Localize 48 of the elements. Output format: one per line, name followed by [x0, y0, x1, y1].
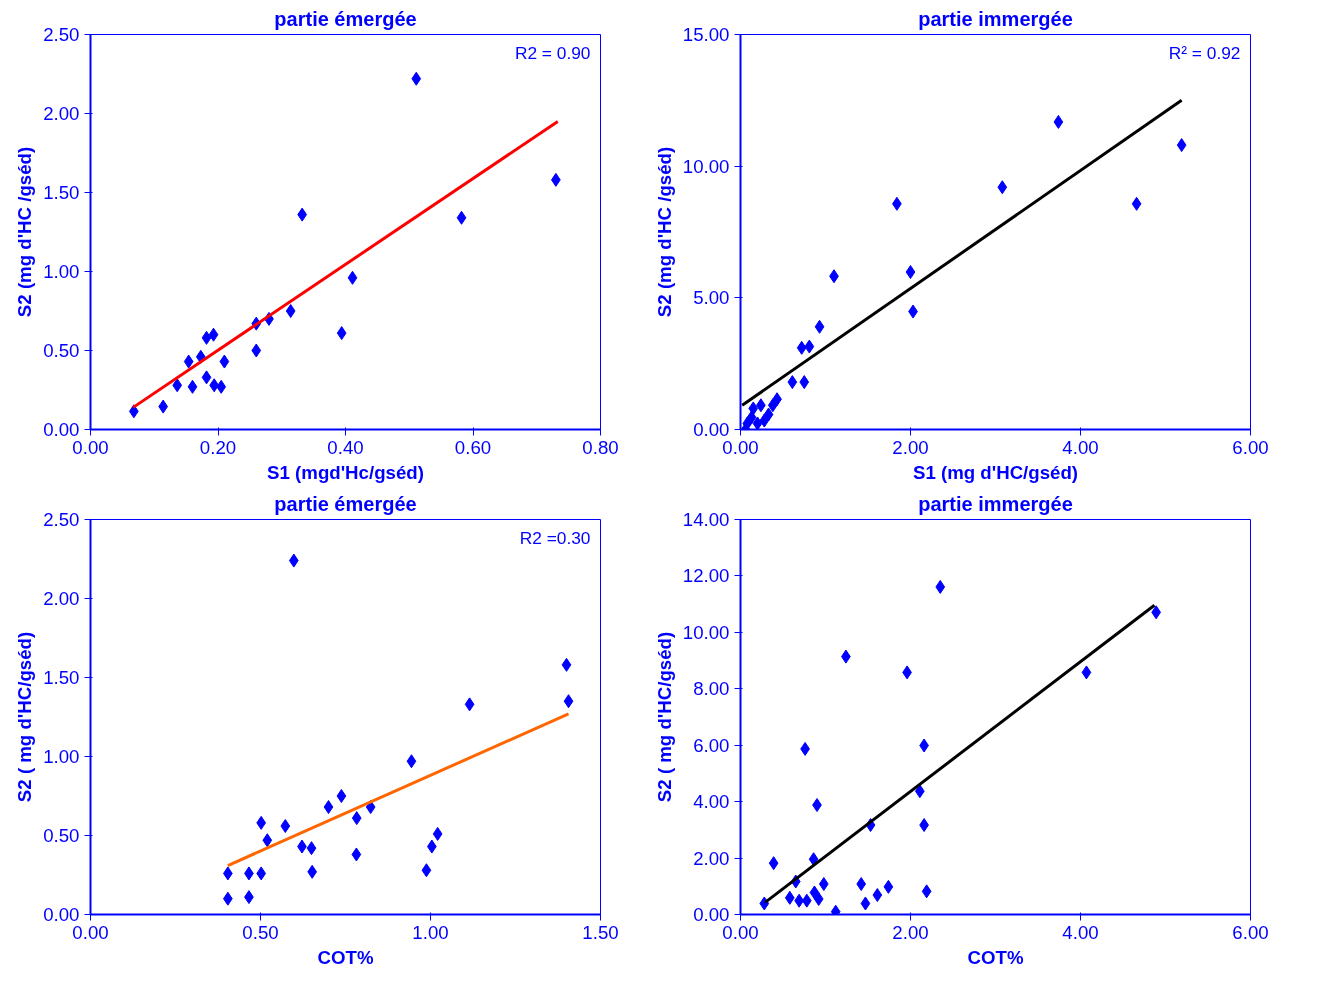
y-axis-title: S2 (mg d'HC /gséd) [653, 146, 675, 318]
x-tick-label: 4.00 [1062, 921, 1099, 943]
x-tick-label: 1.50 [582, 921, 619, 943]
x-tick-label: 1.00 [412, 921, 449, 943]
chart-title: partie émergée [274, 492, 417, 515]
y-tick-label: 6.00 [693, 734, 730, 756]
y-tick-label: 12.00 [682, 565, 730, 587]
x-tick-label: 0.80 [582, 436, 619, 458]
y-axis-title: S2 ( mg d'HC/gséd) [653, 631, 675, 803]
y-tick-label: 0.50 [43, 340, 80, 361]
y-tick-label: 0.50 [43, 825, 80, 846]
y-tick-label: 15.00 [682, 24, 730, 45]
x-tick-label: 2.00 [892, 436, 929, 458]
annotation: R2 = 0.90 [514, 42, 591, 63]
y-tick-label: 2.00 [693, 847, 730, 869]
y-tick-label: 2.50 [43, 24, 80, 45]
y-tick-label: 1.00 [43, 746, 80, 767]
y-tick-label: 1.50 [43, 667, 80, 688]
x-axis-title: COT% [967, 946, 1024, 968]
y-tick-label: 2.00 [43, 103, 80, 124]
y-tick-label: 10.00 [682, 621, 730, 643]
x-tick-label: 6.00 [1232, 436, 1269, 458]
y-tick-label: 5.00 [693, 287, 730, 309]
x-axis-title: COT% [317, 946, 374, 968]
y-axis-title: S2 (mg d'HC /gséd) [14, 146, 36, 318]
y-tick-label: 8.00 [693, 678, 730, 700]
x-tick-label: 6.00 [1232, 921, 1269, 943]
x-axis-title: S1 (mg d'HC/gséd) [912, 461, 1079, 483]
chart-title: partie immergée [918, 7, 1073, 30]
x-axis-title: S1 (mgd'Hc/gséd) [267, 461, 424, 483]
chart-title: partie émergée [274, 7, 417, 30]
y-tick-label: 1.00 [43, 261, 80, 282]
x-tick-label: 0.60 [454, 436, 492, 458]
y-axis-title: S2 ( mg d'HC/gséd) [14, 631, 36, 803]
annotation: R² = 0.92 [1168, 42, 1241, 63]
y-tick-label: 4.00 [693, 791, 730, 813]
annotation: R2 =0.30 [519, 527, 591, 548]
x-tick-label: 0.50 [242, 921, 279, 943]
y-tick-label: 2.00 [43, 588, 80, 609]
y-tick-label: 14.00 [682, 509, 730, 530]
y-tick-label: 2.50 [43, 509, 80, 530]
x-tick-label: 2.00 [892, 921, 929, 943]
y-tick-label: 1.50 [43, 182, 80, 203]
x-tick-label: 4.00 [1062, 436, 1099, 458]
x-tick-label: 0.40 [327, 436, 364, 458]
chart-title: partie immergée [918, 492, 1073, 515]
y-tick-label: 10.00 [682, 155, 730, 177]
x-tick-label: 0.20 [199, 436, 237, 458]
